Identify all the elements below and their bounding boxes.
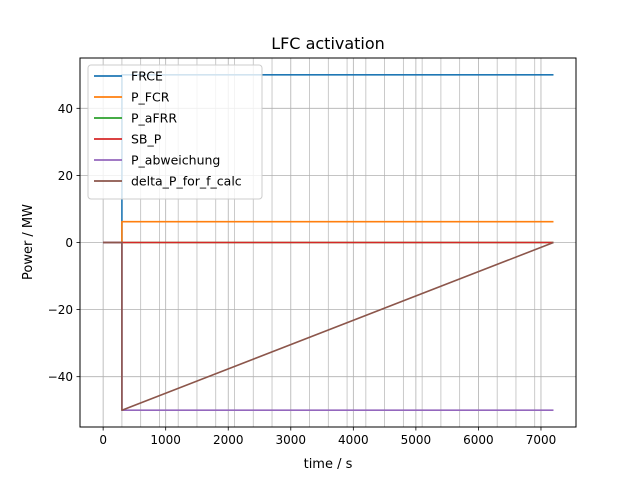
y-tick-label: 40 [58, 102, 73, 116]
legend-label: SB_P [131, 132, 162, 147]
y-axis-label: Power / MW [21, 204, 36, 280]
legend-label: P_aFRR [131, 111, 177, 126]
legend-label: delta_P_for_f_calc [131, 174, 242, 189]
y-axis-ticks: −40 −20 0 20 40 [48, 102, 80, 384]
y-tick-label: 20 [58, 169, 73, 183]
legend-label: FRCE [131, 69, 163, 84]
y-tick-label: −40 [48, 370, 73, 384]
y-tick-label: 0 [65, 236, 73, 250]
x-tick-label: 4000 [338, 433, 369, 447]
x-tick-label: 3000 [276, 433, 307, 447]
x-tick-label: 0 [99, 433, 107, 447]
legend-label: P_FCR [131, 90, 170, 105]
x-tick-label: 2000 [213, 433, 244, 447]
x-axis-label: time / s [304, 457, 353, 472]
x-axis-ticks: 0 1000 2000 3000 4000 5000 6000 7000 [99, 427, 556, 447]
legend: FRCE P_FCR P_aFRR SB_P P_abweichung delta_P_f… [87, 64, 263, 200]
x-tick-label: 5000 [401, 433, 432, 447]
legend-box [87, 64, 263, 200]
x-tick-label: 7000 [526, 433, 557, 447]
chart-title: LFC activation [271, 34, 385, 53]
y-tick-label: −20 [48, 303, 73, 317]
legend-label: P_abweichung [131, 153, 220, 168]
x-tick-label: 1000 [150, 433, 181, 447]
series-line-delta-p-for-f-calc [103, 241, 554, 412]
x-tick-label: 6000 [463, 433, 494, 447]
